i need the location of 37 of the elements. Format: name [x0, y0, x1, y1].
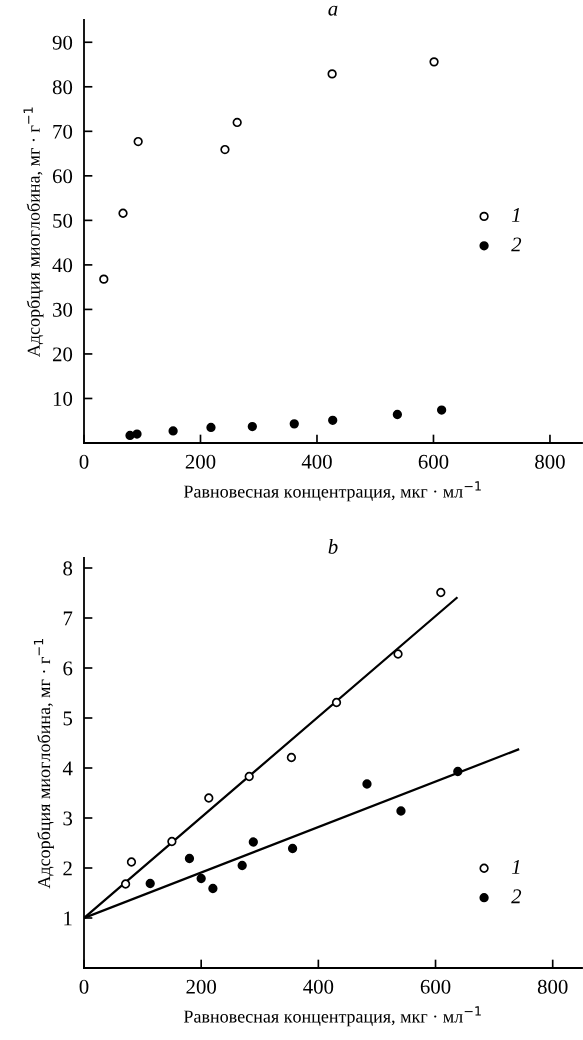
x-tick-label: 400 — [303, 979, 334, 994]
x-tick-label: 600 — [420, 979, 451, 994]
legend-label: 2 — [511, 889, 522, 904]
x-tick-label: 800 — [537, 979, 568, 994]
y-axis-title: Адсорбция миоглобина, мг · г$^{−1}$ — [23, 107, 44, 357]
y-tick-label: 3 — [63, 811, 73, 826]
y-tick-label: 2 — [63, 861, 72, 876]
y-tick-label: 30 — [53, 302, 73, 317]
x-tick-label: 200 — [185, 454, 216, 469]
x-tick-label: 400 — [301, 454, 332, 469]
y-tick-label: 50 — [53, 213, 73, 228]
y-tick-label: 10 — [53, 391, 73, 406]
y-tick-label: 70 — [53, 124, 73, 139]
x-tick-label: 0 — [79, 979, 89, 994]
x-axis-title: Равновесная концентрация, мкг · мл$^{−1}$ — [183, 481, 481, 502]
x-tick-label: 800 — [535, 454, 565, 469]
chart-title: a — [328, 5, 338, 16]
x-axis-title: Равновесная концентрация, мкг · мл$^{−1}$ — [183, 1006, 481, 1027]
legend-label: 1 — [511, 859, 520, 874]
y-tick-label: 6 — [63, 661, 73, 676]
y-axis-title: Адсорбция миоглобина, мг · г$^{−1}$ — [33, 639, 54, 889]
chart-title: b — [328, 539, 338, 554]
y-tick-label: 7 — [63, 611, 73, 626]
y-tick-label: 20 — [52, 347, 73, 362]
y-tick-label: 1 — [64, 911, 72, 926]
y-tick-label: 60 — [52, 169, 73, 184]
x-tick-label: 600 — [418, 454, 449, 469]
legend-label: 2 — [511, 237, 522, 252]
y-tick-label: 80 — [52, 80, 73, 95]
y-tick-label: 8 — [63, 561, 73, 576]
y-tick-label: 40 — [52, 258, 73, 273]
legend-label: 1 — [511, 208, 520, 222]
x-tick-label: 200 — [186, 979, 217, 994]
y-tick-label: 5 — [63, 711, 73, 726]
y-tick-label: 90 — [52, 35, 73, 50]
y-tick-label: 4 — [62, 761, 73, 776]
x-tick-label: 0 — [79, 454, 89, 469]
